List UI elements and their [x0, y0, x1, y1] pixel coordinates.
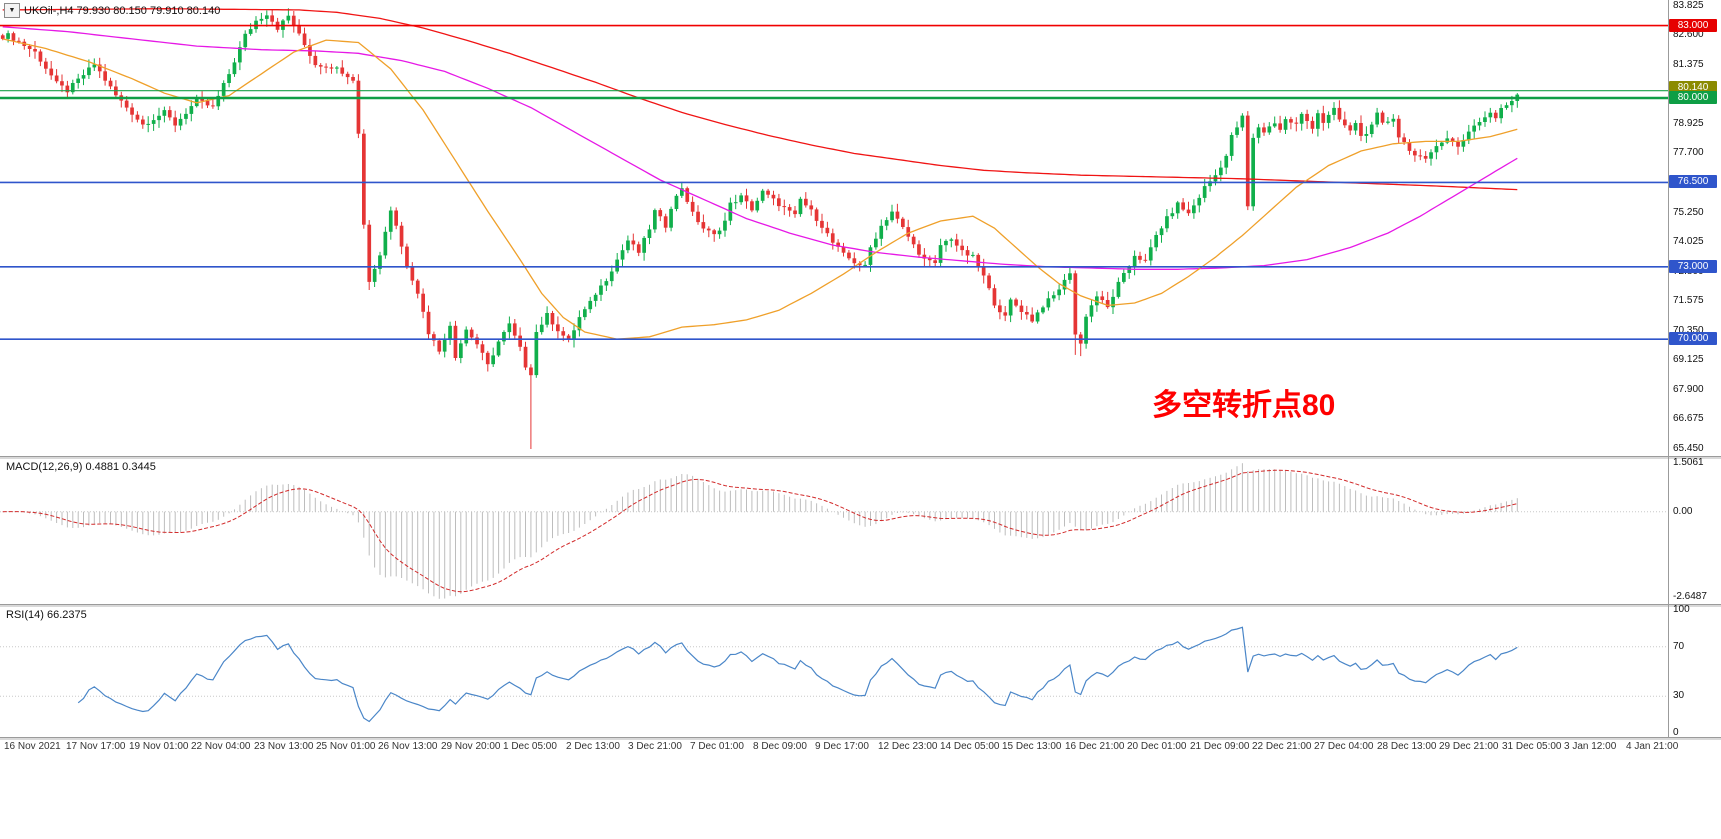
- price-tick-label: 81.375: [1673, 59, 1704, 70]
- time-axis-label: 17 Nov 17:00: [66, 741, 126, 752]
- symbol-dropdown-button[interactable]: ▼: [4, 3, 20, 18]
- time-axis-label: 15 Dec 13:00: [1002, 741, 1062, 752]
- price-tick-label: 71.575: [1673, 295, 1704, 306]
- macd-panel-area[interactable]: [0, 458, 1668, 604]
- price-axis-border: [1668, 0, 1669, 737]
- price-tick-label: 67.900: [1673, 384, 1704, 395]
- rsi-label: RSI(14) 66.2375: [6, 609, 87, 621]
- time-axis-label: 3 Dec 21:00: [628, 741, 682, 752]
- time-axis-label: 29 Dec 21:00: [1439, 741, 1499, 752]
- time-axis-label: 7 Dec 01:00: [690, 741, 744, 752]
- price-tick-label: 82.600: [1673, 29, 1704, 40]
- rsi-tick-label: 100: [1673, 604, 1690, 615]
- time-axis-label: 14 Dec 05:00: [940, 741, 1000, 752]
- time-axis-label: 16 Dec 21:00: [1065, 741, 1125, 752]
- price-tick-label: 65.450: [1673, 443, 1704, 454]
- price-tick-label: 70.350: [1673, 325, 1704, 336]
- rsi-tick-label: 70: [1673, 641, 1685, 652]
- time-axis-label: 4 Jan 21:00: [1626, 741, 1679, 752]
- macd-tick-label: -2.6487: [1673, 591, 1707, 602]
- price-level-badge: 76.500: [1669, 175, 1717, 188]
- time-axis-label: 25 Nov 01:00: [316, 741, 376, 752]
- ohlc-text: UKOil-,H4 79.930 80.150 79.910 80.140: [24, 4, 221, 17]
- ohlc-header: ▼ UKOil-,H4 79.930 80.150 79.910 80.140: [4, 3, 220, 18]
- panel-separator[interactable]: [0, 604, 1721, 607]
- price-level-badge: 70.000: [1669, 332, 1717, 345]
- time-axis-label: 8 Dec 09:00: [753, 741, 807, 752]
- time-axis-label: 29 Nov 20:00: [441, 741, 501, 752]
- time-axis-label: 9 Dec 17:00: [815, 741, 869, 752]
- macd-tick-label: 0.00: [1673, 506, 1693, 517]
- macd-label: MACD(12,26,9) 0.4881 0.3445: [6, 461, 156, 473]
- rsi-tick-label: 30: [1673, 690, 1685, 701]
- time-axis-label: 2 Dec 13:00: [566, 741, 620, 752]
- macd-tick-label: 1.5061: [1673, 457, 1704, 468]
- time-axis-label: 27 Dec 04:00: [1314, 741, 1374, 752]
- price-level-badge: 73.000: [1669, 260, 1717, 273]
- time-axis-label: 26 Nov 13:00: [378, 741, 438, 752]
- price-tick-label: 78.925: [1673, 118, 1704, 129]
- price-level-badge: 80.000: [1669, 91, 1717, 104]
- rsi-panel-area[interactable]: [0, 606, 1668, 737]
- chart-annotation: 多空转折点80: [1152, 389, 1336, 422]
- time-axis-label: 22 Dec 21:00: [1252, 741, 1312, 752]
- price-tick-label: 83.825: [1673, 0, 1704, 11]
- time-axis-label: 22 Nov 04:00: [191, 741, 251, 752]
- price-level-badge: 83.000: [1669, 19, 1717, 32]
- price-tick-label: 66.675: [1673, 413, 1704, 424]
- panel-separator[interactable]: [0, 737, 1721, 740]
- main-chart-area[interactable]: [0, 0, 1668, 456]
- price-level-badge: 80.140: [1669, 81, 1717, 94]
- time-axis-label: 19 Nov 01:00: [129, 741, 189, 752]
- time-axis-label: 21 Dec 09:00: [1190, 741, 1250, 752]
- chevron-down-icon: ▼: [8, 7, 16, 14]
- panel-separator[interactable]: [0, 456, 1721, 459]
- time-axis-label: 1 Dec 05:00: [503, 741, 557, 752]
- price-tick-label: 74.025: [1673, 236, 1704, 247]
- time-axis-label: 12 Dec 23:00: [878, 741, 938, 752]
- time-axis-label: 3 Jan 12:00: [1564, 741, 1617, 752]
- price-tick-label: 75.250: [1673, 207, 1704, 218]
- time-axis-label: 20 Dec 01:00: [1127, 741, 1187, 752]
- time-axis-label: 23 Nov 13:00: [254, 741, 314, 752]
- time-axis-label: 28 Dec 13:00: [1377, 741, 1437, 752]
- time-axis-label: 31 Dec 05:00: [1502, 741, 1562, 752]
- rsi-tick-label: 0: [1673, 727, 1679, 738]
- price-axis[interactable]: [1668, 0, 1721, 737]
- price-tick-label: 69.125: [1673, 354, 1704, 365]
- price-tick-label: 77.700: [1673, 147, 1704, 158]
- time-axis-label: 16 Nov 2021: [4, 741, 61, 752]
